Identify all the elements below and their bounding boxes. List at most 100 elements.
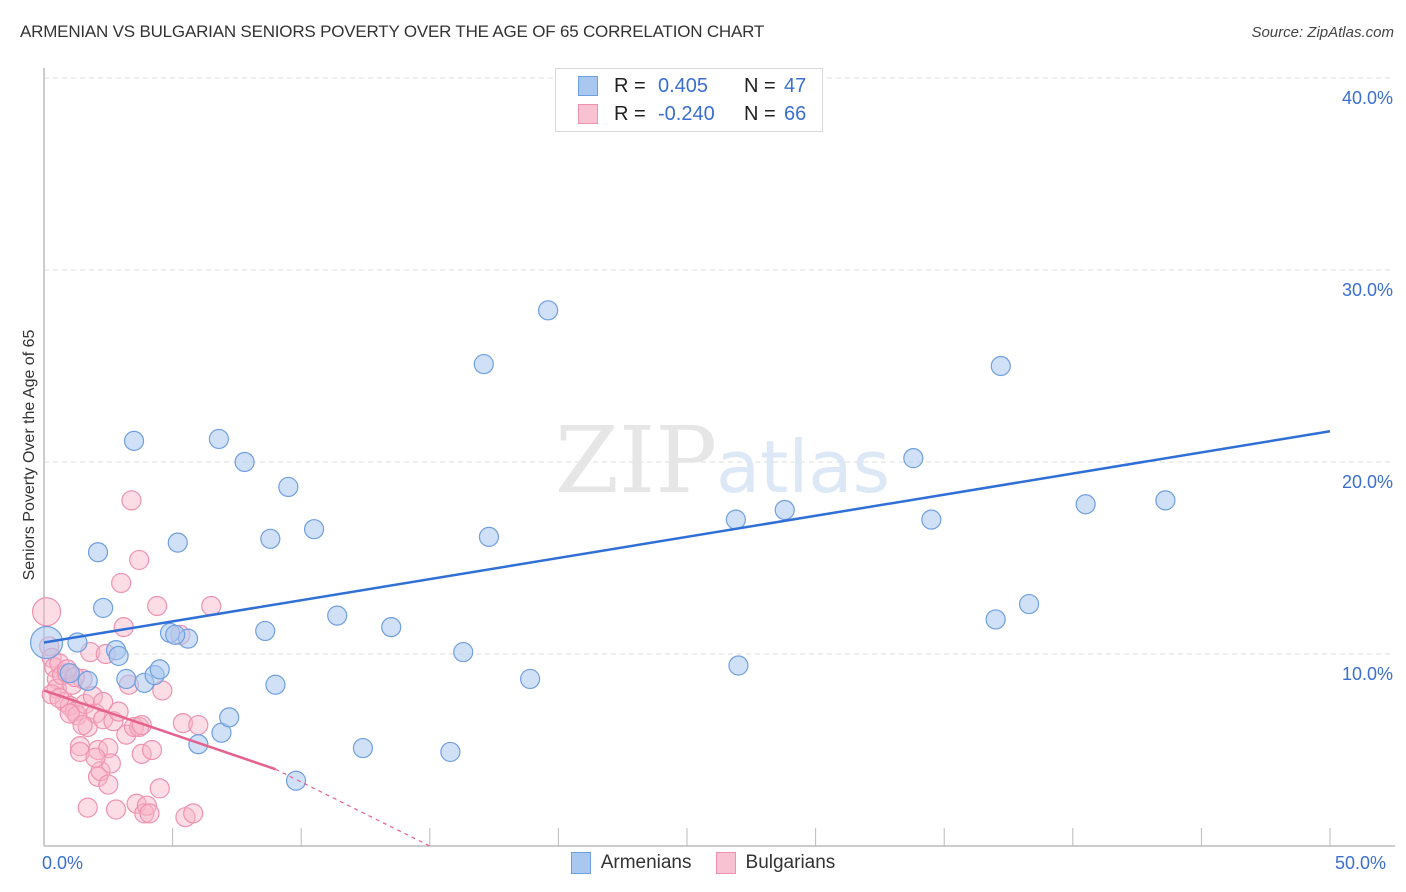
armenian-point <box>285 770 307 791</box>
armenian-point <box>255 620 276 642</box>
armenian-point <box>208 428 229 450</box>
r-label: R = <box>614 102 646 125</box>
y-tick-label: 30.0% <box>1342 280 1393 300</box>
bulgarian-point <box>111 572 132 594</box>
bulgarian-point <box>131 743 152 764</box>
bulgarian-point <box>69 741 91 763</box>
armenian-point <box>265 674 286 695</box>
armenian-point <box>440 741 461 763</box>
bulgarian-point <box>31 597 62 627</box>
bulgarian-point <box>134 803 155 824</box>
armenian-point <box>478 526 500 547</box>
y-tick-labels: 10.0% 20.0% 30.0% 40.0% <box>1342 88 1393 684</box>
armenian-point <box>149 659 170 680</box>
correlation-legend: R = 0.405 N = 47 R = -0.240 N = 66 <box>555 68 823 132</box>
bulgarian-point <box>67 705 88 726</box>
armenian-point <box>219 707 240 728</box>
r-label: R = <box>614 74 646 97</box>
bulgarian-point <box>136 795 157 816</box>
armenian-point <box>303 519 325 540</box>
bulgarian-point <box>188 714 209 736</box>
legend-row-armenians: R = 0.405 N = 47 <box>578 73 806 99</box>
bulgarian-point <box>98 774 119 795</box>
y-tick-label: 40.0% <box>1342 88 1393 108</box>
watermark-atlas: atlas <box>716 425 890 509</box>
armenians-swatch <box>578 76 598 96</box>
bulgarian-point <box>183 803 204 824</box>
legend-item-bulgarians[interactable]: Bulgarians <box>715 852 836 874</box>
n-value: 66 <box>784 102 807 125</box>
bulgarian-point <box>72 714 93 736</box>
y-tick-label: 20.0% <box>1342 472 1393 492</box>
legend-row-bulgarians: R = -0.240 N = 66 <box>578 101 806 127</box>
y-tick-label: 10.0% <box>1342 664 1393 684</box>
bulgarian-point <box>147 595 168 617</box>
bulgarian-point <box>139 803 160 824</box>
armenian-point <box>108 645 129 667</box>
armenian-point <box>1018 593 1040 615</box>
armenian-point <box>453 641 474 663</box>
source-label: Source: ZipAtlas.com <box>1251 24 1394 41</box>
armenian-point <box>903 448 924 469</box>
armenian-point <box>234 451 255 473</box>
trend-lines <box>43 430 1331 847</box>
armenian-point <box>1075 494 1096 515</box>
armenian-point <box>278 476 299 498</box>
watermark: ZIP atlas <box>555 407 890 514</box>
n-value: 47 <box>784 74 807 97</box>
armenian-point <box>728 655 749 676</box>
bulgarian-point <box>116 724 137 745</box>
armenian-point <box>167 532 188 553</box>
armenian-point <box>123 430 145 451</box>
bulgarian-point <box>149 778 170 799</box>
bulgarian-point <box>131 714 152 736</box>
armenian-point <box>87 542 109 563</box>
bulgarian-point <box>129 549 150 571</box>
bulgarian-point <box>105 799 127 820</box>
x-min-label: 0.0% <box>42 853 84 873</box>
armenians-points <box>29 300 1176 791</box>
bulgarian-point <box>85 747 106 768</box>
armenian-point <box>921 509 942 530</box>
armenian-point <box>774 499 795 521</box>
armenian-point <box>260 528 281 549</box>
armenian-point <box>985 609 1006 630</box>
armenian-point <box>165 624 186 645</box>
legend-item-armenians[interactable]: Armenians <box>570 852 692 874</box>
armenian-point <box>77 670 98 691</box>
n-label: N = <box>744 74 776 97</box>
armenian-point <box>381 617 402 638</box>
bulgarian-point <box>201 595 222 617</box>
bulgarian-point <box>172 713 193 734</box>
bulgarian-point <box>141 739 163 761</box>
armenian-point <box>520 668 541 690</box>
bulgarians-trend-extension <box>275 768 431 847</box>
bulgarian-point <box>87 739 109 761</box>
r-value: 0.405 <box>658 74 709 97</box>
bulgarian-point <box>121 490 142 511</box>
bulgarian-point <box>59 703 80 724</box>
series-legend: Armenians Bulgarians <box>0 852 1406 874</box>
armenian-point <box>352 737 374 759</box>
bulgarians-swatch <box>578 104 598 124</box>
bulgarians-trend-line <box>43 689 276 771</box>
armenian-point <box>538 300 559 321</box>
legend-label: Armenians <box>600 852 692 873</box>
armenian-point <box>93 597 114 619</box>
gridlines <box>44 77 1390 655</box>
armenian-point <box>725 509 746 530</box>
armenians-swatch <box>570 852 591 874</box>
armenian-point <box>473 353 494 375</box>
legend-label: Bulgarians <box>745 852 836 873</box>
x-max-label: 50.0% <box>1335 853 1387 873</box>
armenian-point <box>1155 490 1176 511</box>
axes <box>43 68 1395 847</box>
bulgarians-swatch <box>715 852 736 874</box>
n-label: N = <box>744 102 776 125</box>
armenian-point <box>116 668 137 690</box>
armenian-point <box>327 605 348 626</box>
armenian-point <box>59 663 80 684</box>
bulgarian-point <box>100 753 121 774</box>
watermark-zip: ZIP <box>555 407 717 514</box>
